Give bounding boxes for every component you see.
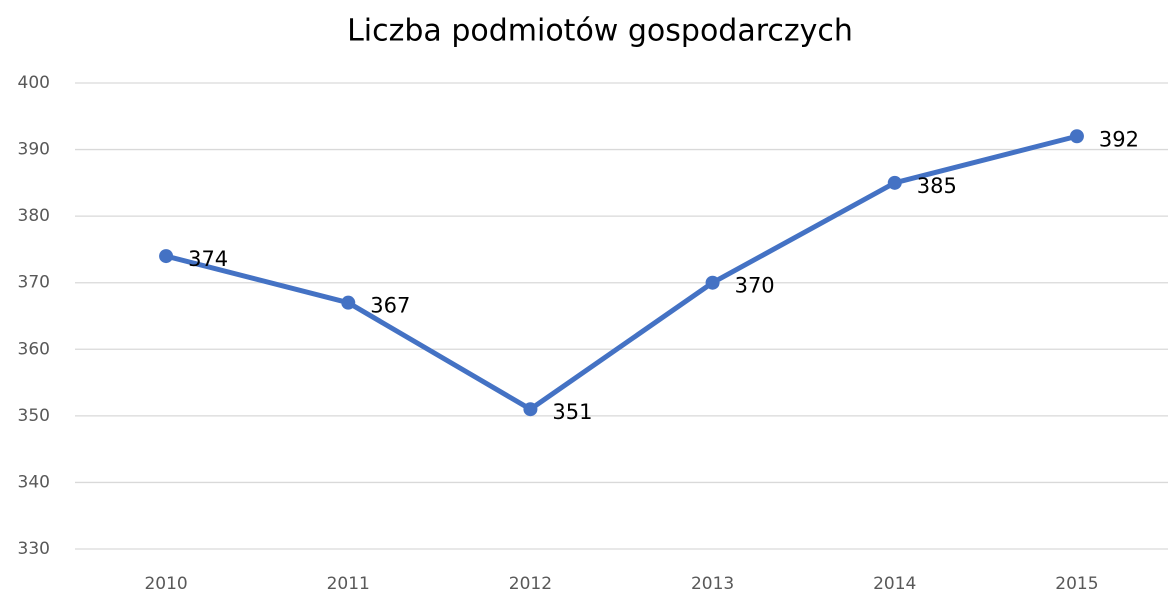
data-label: 374 (188, 247, 228, 271)
y-tick-label: 390 (18, 140, 50, 160)
chart-title: Liczba podmiotów gospodarczych (347, 14, 853, 49)
data-point (159, 249, 174, 264)
data-point (523, 402, 538, 417)
x-tick-label: 2014 (873, 574, 916, 594)
data-label: 385 (917, 174, 957, 198)
data-label: 370 (735, 274, 775, 298)
data-point (887, 175, 902, 190)
data-label: 351 (552, 400, 592, 424)
y-tick-label: 340 (18, 472, 50, 492)
y-tick-label: 400 (18, 73, 50, 93)
data-label: 392 (1099, 127, 1139, 151)
x-tick-label: 2010 (144, 574, 187, 594)
y-tick-label: 350 (18, 406, 50, 426)
y-tick-label: 360 (18, 339, 50, 359)
x-tick-label: 2013 (691, 574, 734, 594)
data-point (705, 275, 720, 290)
y-tick-label: 330 (18, 539, 50, 559)
data-label: 367 (370, 294, 410, 318)
y-tick-label: 370 (18, 273, 50, 293)
y-tick-label: 380 (18, 206, 50, 226)
x-tick-label: 2011 (327, 574, 370, 594)
data-point (1069, 129, 1084, 144)
x-tick-label: 2015 (1055, 574, 1098, 594)
data-point (341, 295, 356, 310)
x-tick-label: 2012 (509, 574, 552, 594)
data-line (165, 133, 1078, 412)
